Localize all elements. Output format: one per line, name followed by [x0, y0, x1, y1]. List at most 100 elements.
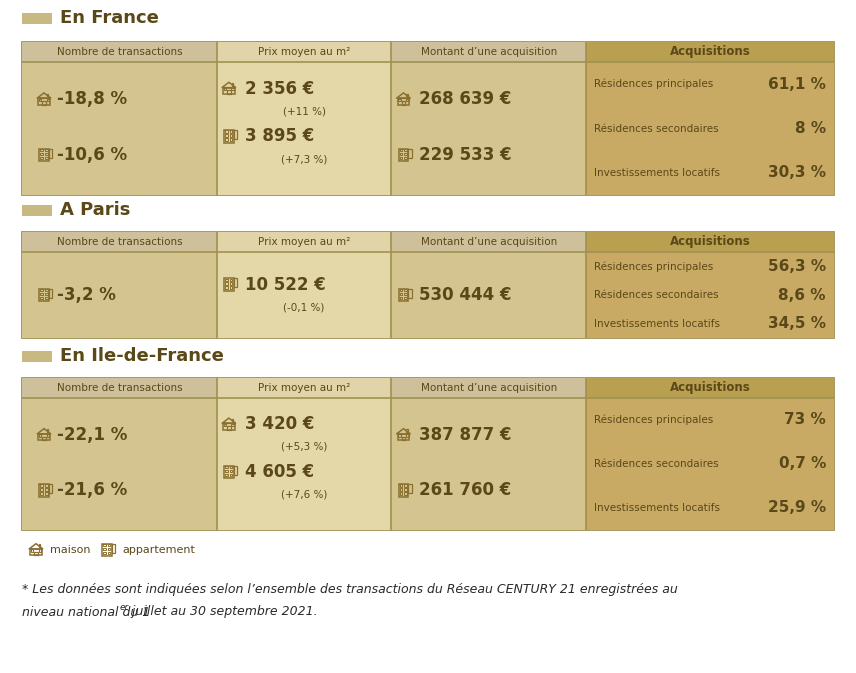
Text: -18,8 %: -18,8 %	[57, 90, 128, 108]
Bar	[39, 98, 50, 104]
Bar	[47, 429, 48, 432]
Text: 8,6 %: 8,6 %	[778, 287, 826, 302]
Text: (+7,3 %): (+7,3 %)	[281, 154, 327, 164]
Bar	[39, 549, 41, 552]
Bar	[104, 544, 106, 546]
Bar	[39, 434, 41, 437]
Text: 25,9 %: 25,9 %	[768, 501, 826, 516]
Bar	[40, 492, 43, 495]
Text: Acquisitions: Acquisitions	[669, 382, 751, 394]
Bar	[406, 98, 409, 101]
Bar	[404, 289, 407, 291]
Bar	[586, 42, 834, 62]
Text: 387 877 €: 387 877 €	[419, 426, 512, 444]
Bar	[586, 42, 834, 195]
Bar	[22, 378, 834, 530]
Text: Montant d’une acquisition: Montant d’une acquisition	[421, 47, 557, 57]
Text: Résidences secondaires: Résidences secondaires	[594, 124, 719, 133]
Bar	[225, 466, 228, 468]
Text: Prix moyen au m²: Prix moyen au m²	[258, 383, 350, 393]
Bar	[108, 548, 110, 551]
Bar	[230, 466, 232, 468]
Text: 2 356 €: 2 356 €	[245, 79, 314, 98]
Text: 3 420 €: 3 420 €	[245, 415, 314, 433]
Bar	[404, 157, 407, 160]
Bar	[406, 434, 409, 437]
Bar	[397, 434, 409, 440]
Text: Nombre de transactions: Nombre de transactions	[56, 237, 182, 247]
Bar	[400, 153, 402, 155]
Bar	[230, 138, 232, 141]
Bar	[398, 434, 401, 437]
Text: 0,7 %: 0,7 %	[779, 456, 826, 472]
Bar	[230, 286, 232, 289]
Text: Investissements locatifs: Investissements locatifs	[594, 503, 721, 513]
Bar	[586, 232, 834, 252]
Bar	[49, 484, 52, 493]
Bar	[31, 549, 33, 552]
Bar	[104, 552, 106, 554]
Bar	[217, 232, 391, 338]
Bar	[22, 42, 217, 62]
Text: Investissements locatifs: Investissements locatifs	[594, 168, 721, 178]
Bar	[45, 488, 47, 491]
Bar	[404, 492, 407, 495]
Bar	[225, 131, 228, 133]
Text: 73 %: 73 %	[784, 413, 826, 427]
Text: 4 605 €: 4 605 €	[245, 463, 314, 481]
Bar	[40, 293, 43, 295]
Bar	[22, 232, 217, 338]
Text: Résidences secondaires: Résidences secondaires	[594, 290, 719, 300]
Bar	[22, 351, 52, 362]
Text: 8 %: 8 %	[795, 121, 826, 136]
Bar	[223, 423, 235, 430]
Text: 61,1 %: 61,1 %	[768, 77, 826, 92]
Bar	[39, 484, 49, 497]
Bar	[40, 297, 43, 299]
Text: -21,6 %: -21,6 %	[57, 481, 128, 499]
Text: 34,5 %: 34,5 %	[768, 316, 826, 331]
Bar	[400, 492, 402, 495]
Bar	[42, 101, 45, 104]
Bar	[217, 378, 391, 398]
Bar	[39, 434, 50, 440]
Bar	[47, 94, 48, 96]
Text: -10,6 %: -10,6 %	[57, 146, 128, 164]
Text: Nombre de transactions: Nombre de transactions	[56, 383, 182, 393]
Text: 229 533 €: 229 533 €	[419, 146, 512, 164]
Bar	[22, 378, 217, 398]
Text: Acquisitions: Acquisitions	[669, 236, 751, 248]
Bar	[230, 470, 232, 472]
Bar	[230, 131, 232, 133]
Bar	[230, 283, 232, 285]
Bar	[408, 484, 412, 493]
Bar	[45, 149, 47, 151]
Text: Montant d’une acquisition: Montant d’une acquisition	[421, 383, 557, 393]
Text: 30,3 %: 30,3 %	[768, 166, 826, 180]
Bar	[400, 149, 402, 151]
Bar	[225, 470, 228, 472]
Text: Résidences principales: Résidences principales	[594, 79, 714, 90]
Bar	[232, 83, 233, 85]
Bar	[39, 98, 41, 101]
Text: (+7,6 %): (+7,6 %)	[281, 489, 327, 499]
Text: 261 760 €: 261 760 €	[419, 481, 512, 499]
Text: juillet au 30 septembre 2021.: juillet au 30 septembre 2021.	[128, 606, 318, 618]
Bar	[225, 474, 228, 476]
Bar	[586, 378, 834, 398]
Text: 530 444 €: 530 444 €	[419, 286, 512, 304]
Text: (-0,1 %): (-0,1 %)	[283, 303, 325, 313]
Bar	[22, 42, 217, 195]
Bar	[400, 289, 402, 291]
Bar	[399, 149, 408, 162]
Text: niveau national du 1: niveau national du 1	[22, 606, 151, 618]
Bar	[45, 293, 47, 295]
Bar	[224, 466, 234, 479]
Text: -22,1 %: -22,1 %	[57, 426, 128, 444]
Text: 56,3 %: 56,3 %	[768, 259, 826, 274]
Bar	[234, 130, 237, 139]
Bar	[40, 488, 43, 491]
Bar	[586, 378, 834, 530]
Bar	[39, 289, 49, 302]
Bar	[408, 149, 412, 158]
